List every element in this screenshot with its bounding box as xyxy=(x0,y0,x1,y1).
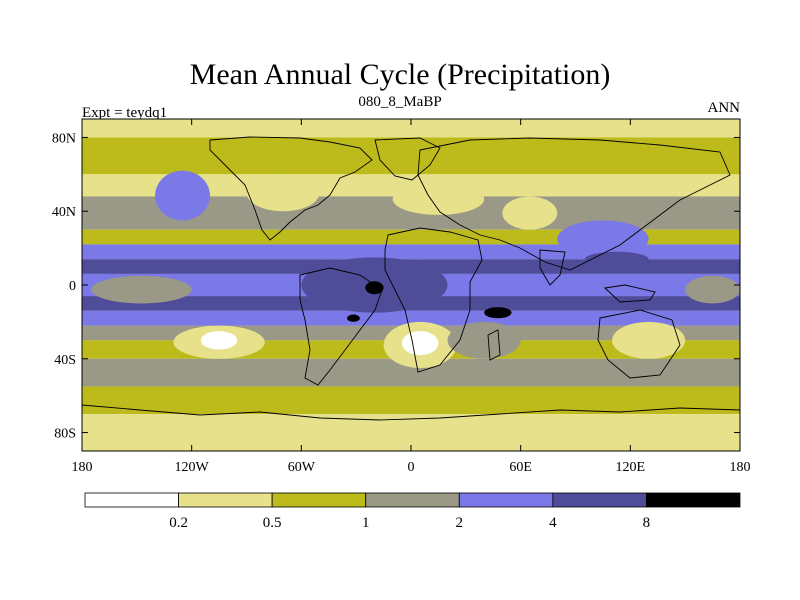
colorbar-swatch-0 xyxy=(84,492,179,508)
precip-band-14 xyxy=(82,414,740,451)
axes: 180 120W 60W 0 60E 120E 180 80N 40N 0 40S 80S xyxy=(52,119,751,475)
y-tick-label: 40S xyxy=(54,353,76,368)
coastline-south-america xyxy=(299,267,383,386)
chart-subtitle: 080_8_MaBP xyxy=(358,94,442,110)
coastlines xyxy=(82,136,740,451)
colorbar-label: 0.2 xyxy=(169,515,188,531)
y-tick-label: 0 xyxy=(69,279,76,294)
precip-patch-8 xyxy=(246,174,320,212)
colorbar-label: 8 xyxy=(643,515,651,531)
colorbar-label: 2 xyxy=(456,515,464,531)
y-tick-label: 80S xyxy=(54,427,76,442)
colorbar-swatch-1 xyxy=(178,492,273,508)
colorbar-label: 4 xyxy=(549,515,557,531)
x-tick-label: 120E xyxy=(616,460,646,475)
precipitation-field xyxy=(82,119,740,451)
coastline-eurasia xyxy=(417,137,731,271)
colorbar: 0.2 0.5 1 2 4 8 xyxy=(84,492,741,531)
precip-patch-12 xyxy=(392,183,485,215)
coastline-madagascar xyxy=(487,329,501,361)
x-tick-label: 120W xyxy=(175,460,210,475)
precip-patch-14 xyxy=(447,321,521,359)
colorbar-label: 1 xyxy=(362,515,370,531)
coastline-greenland xyxy=(374,137,441,181)
x-tick-label: 180 xyxy=(72,460,93,475)
coastline-africa xyxy=(384,227,483,373)
x-tick-label: 60W xyxy=(288,460,316,475)
precip-patch-11 xyxy=(584,251,649,267)
precip-band-1 xyxy=(82,137,740,175)
coastline-indonesia xyxy=(604,284,656,303)
coastline-antarctica xyxy=(82,404,740,451)
x-tick-label: 180 xyxy=(730,460,751,475)
y-tick-label: 40N xyxy=(52,205,76,220)
precip-patch-7 xyxy=(401,331,439,356)
coastline-north-america xyxy=(209,136,373,241)
experiment-label: Expt = teydq1 xyxy=(82,105,168,121)
precip-patch-3 xyxy=(347,314,360,322)
colorbar-swatch-2 xyxy=(271,492,367,508)
precip-band-13 xyxy=(82,386,740,415)
colorbar-swatch-4 xyxy=(458,492,554,508)
precip-patch-13 xyxy=(502,196,558,230)
chart-title: Mean Annual Cycle (Precipitation) xyxy=(189,58,611,91)
precip-band-0 xyxy=(82,119,740,138)
colorbar-label: 0.5 xyxy=(263,515,282,531)
colorbar-swatch-6 xyxy=(646,492,741,508)
coastline-australia xyxy=(597,309,681,379)
colorbar-swatch-5 xyxy=(552,492,647,508)
colorbar-swatch-3 xyxy=(365,492,460,508)
precip-patch-15 xyxy=(612,321,686,359)
precip-patch-17 xyxy=(685,275,740,304)
season-label: ANN xyxy=(707,100,741,116)
precip-band-9 xyxy=(82,310,740,326)
precip-patch-9 xyxy=(155,170,210,221)
coastline-india xyxy=(539,249,566,286)
precip-patch-1 xyxy=(365,281,384,295)
precip-patch-16 xyxy=(91,275,192,304)
precip-patch-2 xyxy=(484,307,512,319)
precip-band-2 xyxy=(82,174,740,197)
precip-patch-10 xyxy=(557,220,649,258)
x-tick-label: 0 xyxy=(408,460,415,475)
y-tick-label: 80N xyxy=(52,131,76,146)
x-tick-label: 60E xyxy=(509,460,532,475)
precip-patch-5 xyxy=(200,331,238,350)
